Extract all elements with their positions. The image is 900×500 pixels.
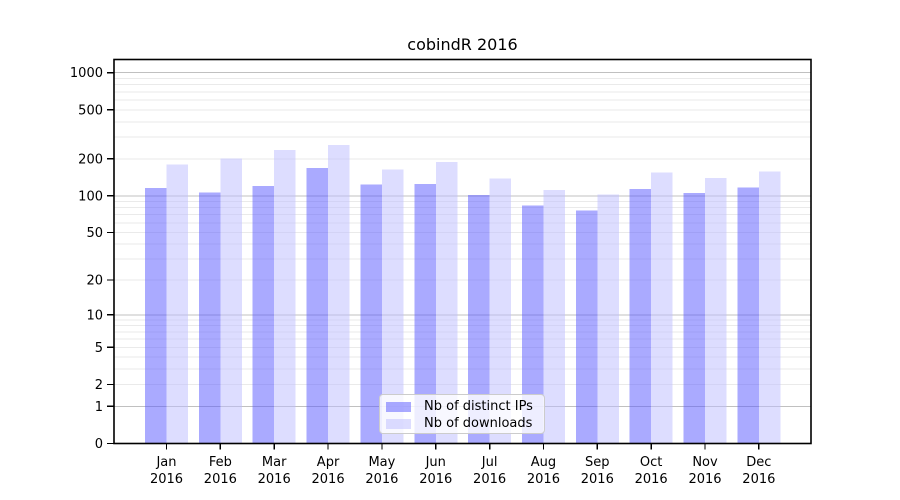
bar-nb-of-distinct-ips-sep [575,210,598,444]
bar-nb-of-downloads-feb [220,158,242,444]
x-tick-year-sep: 2016 [581,472,614,487]
plot-border [113,58,812,445]
bar-nb-of-distinct-ips-mar [252,186,275,444]
x-tick-label-feb: Feb [209,455,232,470]
bar-nb-of-distinct-ips-oct [629,188,652,444]
legend-item-distinct-ips: Nb of distinct IPs [386,399,544,414]
legend-item-downloads: Nb of downloads [386,416,544,431]
y-tick-label-200: 200 [78,152,103,167]
x-tick-year-dec: 2016 [742,472,775,487]
x-tick-year-aug: 2016 [527,472,560,487]
x-tick-label-jun: Jun [425,455,446,470]
y-tick-label-100: 100 [78,189,103,204]
y-tick-label-1000: 1000 [70,66,103,81]
x-tick-year-jan: 2016 [150,472,183,487]
x-tick-label-mar: Mar [262,455,287,470]
bar-nb-of-distinct-ips-jan [145,187,167,444]
bar-nb-of-distinct-ips-apr [306,167,329,444]
x-tick-year-apr: 2016 [312,472,345,487]
x-tick-label-sep: Sep [585,455,610,470]
bar-nb-of-downloads-aug [543,190,565,444]
y-tick-label-2: 2 [95,378,103,393]
x-tick-year-nov: 2016 [688,472,721,487]
bar-nb-of-distinct-ips-nov [683,193,705,444]
x-tick-year-oct: 2016 [635,472,668,487]
y-tick-label-1: 1 [95,400,103,415]
x-tick-label-jul: Jul [481,455,498,470]
bar-nb-of-downloads-oct [651,172,673,444]
x-tick-year-may: 2016 [365,472,398,487]
y-tick-label-0: 0 [95,437,103,452]
bar-nb-of-distinct-ips-feb [198,192,221,444]
bar-nb-of-downloads-dec [758,171,781,444]
legend-swatch-downloads [386,418,411,429]
x-tick-label-dec: Dec [746,455,771,470]
bar-nb-of-distinct-ips-aug [521,205,544,444]
bar-nb-of-downloads-apr [328,145,350,444]
legend-label-downloads: Nb of downloads [424,416,533,431]
bar-nb-of-downloads-jul [489,178,512,444]
x-tick-label-nov: Nov [692,455,718,470]
legend: Nb of distinct IPs Nb of downloads [379,394,545,434]
bar-nb-of-downloads-sep [597,194,619,444]
chart-title: cobindR 2016 [407,35,518,54]
bar-nb-of-distinct-ips-may [360,184,382,444]
y-tick-label-500: 500 [78,103,103,118]
x-tick-year-jul: 2016 [473,472,506,487]
bar-nb-of-distinct-ips-jul [468,195,490,444]
bar-nb-of-downloads-jun [435,161,458,444]
bar-nb-of-downloads-nov [705,178,727,444]
bar-nb-of-distinct-ips-jun [414,183,436,444]
y-tick-label-10: 10 [86,308,103,323]
y-tick-label-50: 50 [86,226,103,241]
bar-nb-of-downloads-jan [166,164,188,444]
x-tick-label-may: May [368,455,395,470]
x-tick-label-apr: Apr [317,455,340,470]
legend-swatch-distinct-ips [386,401,411,412]
x-tick-year-jun: 2016 [419,472,452,487]
bar-nb-of-downloads-may [381,169,404,444]
legend-label-distinct-ips: Nb of distinct IPs [424,399,533,414]
x-tick-label-jan: Jan [155,455,176,470]
x-tick-year-mar: 2016 [258,472,291,487]
y-tick-label-20: 20 [86,274,103,289]
x-tick-year-feb: 2016 [204,472,237,487]
x-tick-label-aug: Aug [531,455,556,470]
y-tick-label-5: 5 [95,341,103,356]
bar-nb-of-downloads-mar [274,149,296,444]
x-tick-label-oct: Oct [640,455,662,470]
bar-nb-of-distinct-ips-dec [737,187,759,444]
